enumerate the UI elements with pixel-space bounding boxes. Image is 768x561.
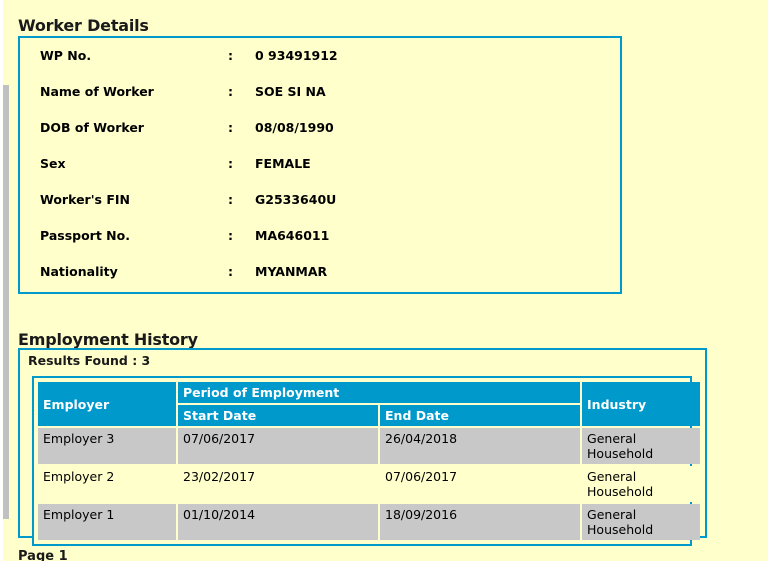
worker-details-panel: WP No. : 0 93491912 Name of Worker : SOE…: [18, 36, 622, 294]
detail-row-nationality: Nationality : MYANMAR: [20, 254, 620, 290]
detail-value-wp-no: 0 93491912: [255, 48, 338, 63]
table-header: Employer Period of Employment Industry S…: [38, 382, 701, 426]
detail-separator: :: [228, 228, 233, 243]
cell-end-date: 07/06/2017: [380, 466, 581, 502]
table-row: Employer 1 01/10/2014 18/09/2016 General…: [38, 504, 701, 540]
footer-page-label: Page 1: [18, 549, 68, 561]
worker-details-heading: Worker Details: [18, 16, 149, 35]
detail-label-workers-fin: Worker's FIN: [40, 192, 130, 207]
table-header-row-2: Start Date End Date: [38, 405, 700, 426]
detail-separator: :: [228, 264, 233, 279]
detail-row-passport-no: Passport No. : MA646011: [20, 218, 620, 254]
table-body: Employer 3 07/06/2017 26/04/2018 General…: [38, 428, 701, 540]
cell-start-date: 01/10/2014: [178, 504, 378, 540]
detail-value-workers-fin: G2533640U: [255, 192, 337, 207]
table-row: Employer 2 23/02/2017 07/06/2017 General…: [38, 466, 701, 502]
table-row: Employer 3 07/06/2017 26/04/2018 General…: [38, 428, 701, 464]
detail-separator: :: [228, 192, 233, 207]
window-edge: [0, 0, 3, 561]
cell-employer: Employer 2: [38, 466, 176, 502]
column-header-end-date[interactable]: End Date: [380, 405, 581, 426]
cell-employer: Employer 3: [38, 428, 176, 464]
detail-value-passport-no: MA646011: [255, 228, 330, 243]
detail-label-dob-of-worker: DOB of Worker: [40, 120, 144, 135]
detail-row-wp-no: WP No. : 0 93491912: [20, 38, 620, 74]
detail-separator: :: [228, 48, 233, 63]
detail-label-nationality: Nationality: [40, 264, 118, 279]
detail-row-sex: Sex : FEMALE: [20, 146, 620, 182]
cell-end-date: 18/09/2016: [380, 504, 581, 540]
cell-employer: Employer 1: [38, 504, 176, 540]
employment-history-panel: Results Found : 3 Employer Period of Emp…: [18, 348, 707, 546]
detail-separator: :: [228, 120, 233, 135]
cell-industry: General Household: [582, 428, 701, 464]
detail-separator: :: [228, 84, 233, 99]
detail-value-name-of-worker: SOE SI NA: [255, 84, 326, 99]
detail-row-name-of-worker: Name of Worker : SOE SI NA: [20, 74, 620, 110]
detail-row-dob-of-worker: DOB of Worker : 08/08/1990: [20, 110, 620, 146]
cell-start-date: 07/06/2017: [178, 428, 378, 464]
detail-value-dob-of-worker: 08/08/1990: [255, 120, 334, 135]
detail-value-sex: FEMALE: [255, 156, 311, 171]
employment-table-container: Employer Period of Employment Industry S…: [32, 376, 701, 546]
cell-end-date: 26/04/2018: [380, 428, 581, 464]
column-header-start-date[interactable]: Start Date: [178, 405, 378, 426]
column-header-period-of-employment: Period of Employment: [178, 382, 581, 403]
table-header-row-1: Employer Period of Employment Industry: [38, 382, 701, 426]
cell-industry: General Household: [582, 466, 701, 502]
cell-start-date: 23/02/2017: [178, 466, 378, 502]
detail-label-passport-no: Passport No.: [40, 228, 130, 243]
vertical-scrollbar-thumb[interactable]: [3, 85, 9, 519]
results-found-label: Results Found : 3: [28, 353, 151, 368]
detail-label-wp-no: WP No.: [40, 48, 92, 63]
cell-industry: General Household: [582, 504, 701, 540]
detail-label-name-of-worker: Name of Worker: [40, 84, 154, 99]
page-content: Worker Details WP No. : 0 93491912 Name …: [9, 0, 768, 561]
employment-history-table: Employer Period of Employment Industry S…: [36, 380, 702, 542]
detail-value-nationality: MYANMAR: [255, 264, 328, 279]
column-header-employer[interactable]: Employer: [38, 382, 176, 426]
detail-row-workers-fin: Worker's FIN : G2533640U: [20, 182, 620, 218]
column-header-industry[interactable]: Industry: [582, 382, 701, 426]
detail-separator: :: [228, 156, 233, 171]
detail-label-sex: Sex: [40, 156, 66, 171]
employment-history-heading: Employment History: [18, 330, 198, 349]
